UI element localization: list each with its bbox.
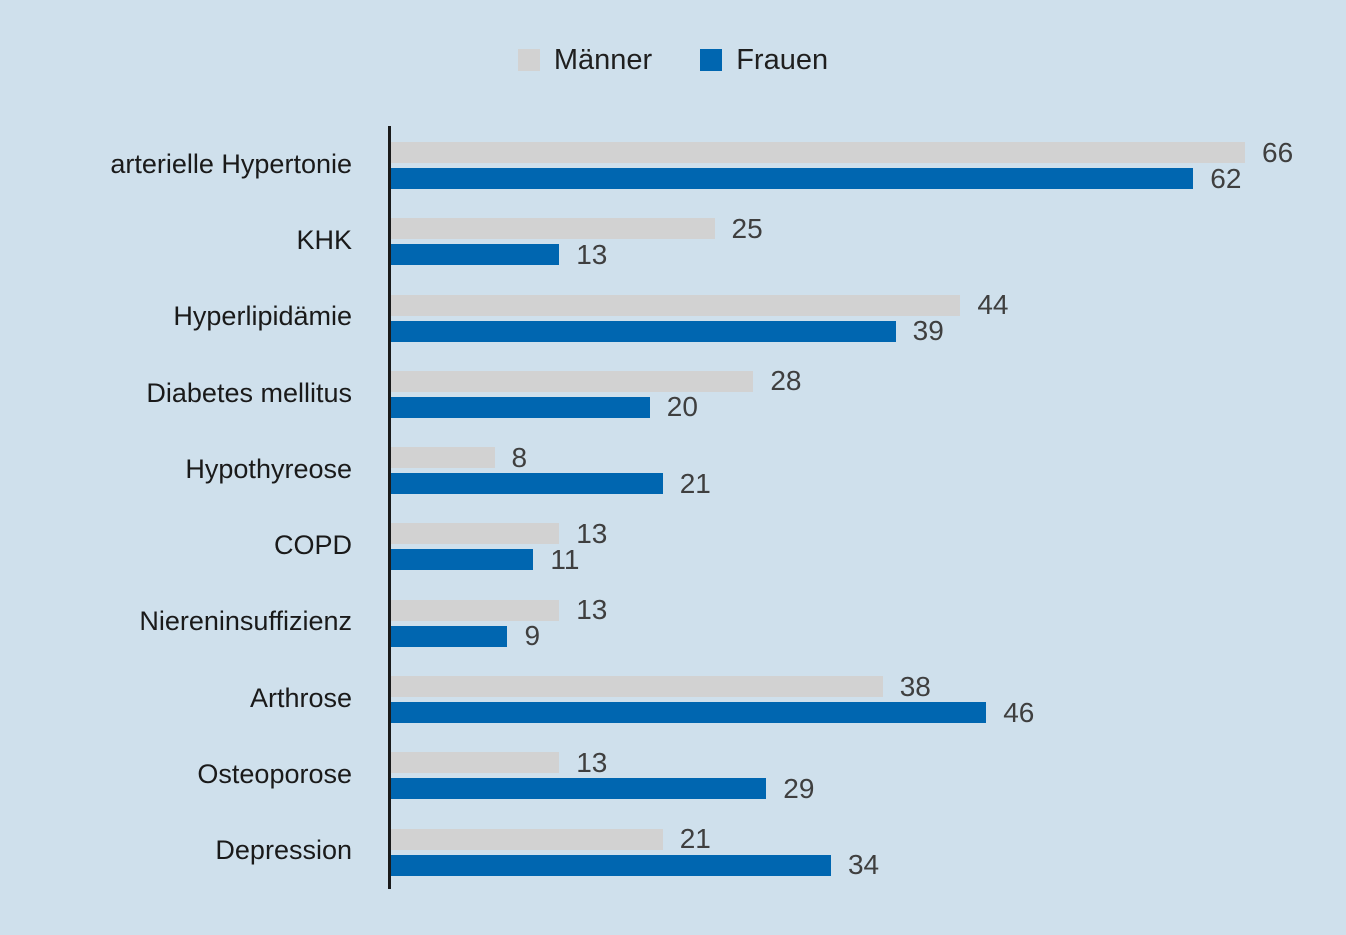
bar-frauen bbox=[391, 168, 1194, 189]
value-label: 20 bbox=[666, 391, 698, 423]
value-label: 38 bbox=[899, 670, 931, 702]
legend-swatch-frauen-icon bbox=[700, 49, 723, 71]
legend: Männer Frauen bbox=[0, 0, 1346, 76]
value-label: 13 bbox=[576, 238, 608, 270]
bars-container: 44 39 bbox=[388, 278, 1346, 355]
value-label: 46 bbox=[1003, 696, 1035, 728]
bar-row: 44 bbox=[391, 291, 1346, 319]
bar-group: Osteoporose 13 29 bbox=[0, 736, 1346, 813]
category-label: Hypothyreose bbox=[185, 453, 352, 484]
bar-row: 29 bbox=[391, 774, 1346, 802]
bar-maenner bbox=[391, 218, 715, 240]
bar-row: 11 bbox=[391, 545, 1346, 573]
bars-container: 38 46 bbox=[388, 660, 1346, 737]
bars-container: 13 11 bbox=[388, 507, 1346, 584]
value-label: 39 bbox=[912, 315, 944, 347]
bar-maenner bbox=[391, 523, 560, 545]
legend-label-maenner: Männer bbox=[553, 43, 653, 76]
bar-maenner bbox=[391, 370, 754, 392]
bar-row: 13 bbox=[391, 519, 1346, 547]
bar-row: 13 bbox=[391, 240, 1346, 268]
value-label: 11 bbox=[550, 543, 580, 575]
bar-row: 46 bbox=[391, 698, 1346, 726]
value-label: 21 bbox=[679, 823, 711, 855]
bars-container: 13 29 bbox=[388, 736, 1346, 813]
value-label: 25 bbox=[731, 212, 763, 244]
bar-row: 21 bbox=[391, 469, 1346, 497]
bar-maenner bbox=[391, 142, 1246, 163]
legend-item-maenner: Männer bbox=[517, 43, 653, 76]
bar-group: arterielle Hypertonie 66 62 bbox=[0, 126, 1346, 203]
value-label: 28 bbox=[770, 365, 802, 397]
bar-frauen bbox=[391, 625, 508, 647]
bar-frauen bbox=[391, 549, 534, 571]
bar-maenner bbox=[391, 294, 961, 316]
legend-swatch-maenner-icon bbox=[517, 49, 540, 71]
category-label: Niereninsuffizienz bbox=[139, 606, 352, 637]
value-label: 9 bbox=[524, 620, 541, 652]
category-label: COPD bbox=[273, 530, 352, 561]
bar-row: 39 bbox=[391, 317, 1346, 345]
category-label: Depression bbox=[215, 835, 352, 866]
value-label: 13 bbox=[576, 746, 608, 778]
bar-row: 13 bbox=[391, 748, 1346, 776]
bars-container: 66 62 bbox=[388, 126, 1346, 203]
bar-group: KHK 25 13 bbox=[0, 202, 1346, 279]
category-label: KHK bbox=[296, 224, 352, 255]
bar-frauen bbox=[391, 244, 560, 266]
value-label: 29 bbox=[783, 772, 815, 804]
bar-row: 28 bbox=[391, 367, 1346, 395]
bar-row: 25 bbox=[391, 214, 1346, 242]
bar-frauen bbox=[391, 320, 896, 342]
bar-frauen bbox=[391, 473, 663, 495]
bars-container: 8 21 bbox=[388, 431, 1346, 508]
legend-item-frauen: Frauen bbox=[700, 43, 829, 76]
bar-maenner bbox=[391, 676, 883, 698]
category-label: Arthrose bbox=[249, 682, 352, 713]
bar-chart: arterielle Hypertonie 66 62 KHK 25 13 Hyperlip… bbox=[0, 126, 1346, 889]
bar-group: Diabetes mellitus 28 20 bbox=[0, 354, 1346, 432]
value-label: 21 bbox=[679, 467, 711, 499]
value-label: 13 bbox=[576, 517, 608, 549]
bar-maenner bbox=[391, 752, 560, 774]
bar-maenner bbox=[391, 447, 495, 469]
bars-container: 21 34 bbox=[388, 812, 1346, 889]
bar-maenner bbox=[391, 599, 560, 621]
bar-group: COPD 13 11 bbox=[0, 507, 1346, 584]
bar-group: Arthrose 38 46 bbox=[0, 660, 1346, 737]
bar-frauen bbox=[391, 854, 831, 876]
bar-group: Niereninsuffizienz 13 9 bbox=[0, 583, 1346, 661]
bars-container: 28 20 bbox=[388, 354, 1346, 432]
category-label: arterielle Hypertonie bbox=[110, 148, 352, 179]
bars-container: 25 13 bbox=[388, 202, 1346, 279]
bar-maenner bbox=[391, 828, 663, 850]
legend-label-frauen: Frauen bbox=[736, 43, 829, 76]
category-label: Osteoporose bbox=[197, 759, 352, 790]
bar-group: Hyperlipidämie 44 39 bbox=[0, 278, 1346, 355]
bar-row: 8 bbox=[391, 443, 1346, 471]
bar-row: 21 bbox=[391, 825, 1346, 853]
bar-row: 38 bbox=[391, 672, 1346, 700]
bar-frauen bbox=[391, 778, 767, 800]
bar-row: 62 bbox=[391, 164, 1346, 192]
category-label: Diabetes mellitus bbox=[146, 377, 352, 408]
value-label: 34 bbox=[847, 849, 880, 881]
bar-row: 9 bbox=[391, 622, 1346, 650]
bar-group: Depression 21 34 bbox=[0, 812, 1346, 889]
bar-frauen bbox=[391, 702, 987, 724]
value-label: 44 bbox=[977, 289, 1009, 321]
bar-row: 66 bbox=[391, 138, 1346, 166]
value-label: 62 bbox=[1210, 162, 1242, 194]
bar-row: 34 bbox=[391, 851, 1346, 879]
bar-frauen bbox=[391, 396, 650, 418]
value-label: 13 bbox=[576, 594, 608, 626]
value-label: 8 bbox=[511, 441, 528, 473]
value-label: 66 bbox=[1262, 136, 1294, 168]
category-label: Hyperlipidämie bbox=[173, 301, 352, 332]
bars-container: 13 9 bbox=[388, 583, 1346, 661]
bar-group: Hypothyreose 8 21 bbox=[0, 431, 1346, 508]
bar-row: 13 bbox=[391, 596, 1346, 624]
bar-row: 20 bbox=[391, 393, 1346, 421]
